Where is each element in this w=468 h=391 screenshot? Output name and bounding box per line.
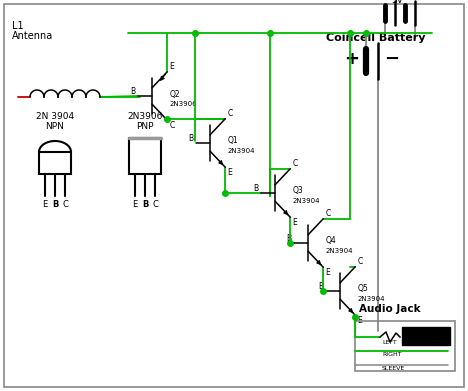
Text: C: C: [62, 200, 68, 209]
Text: 2N3904: 2N3904: [357, 296, 385, 302]
Text: NPN: NPN: [45, 122, 65, 131]
Text: E: E: [169, 62, 174, 71]
Text: B: B: [131, 87, 136, 96]
Text: 3V: 3V: [391, 0, 403, 5]
Text: C: C: [227, 109, 233, 118]
Text: −: −: [384, 50, 400, 68]
Text: Q2: Q2: [169, 90, 180, 99]
Text: E: E: [227, 168, 232, 177]
Text: E: E: [43, 200, 48, 209]
Text: L1: L1: [12, 21, 23, 31]
Text: E: E: [132, 200, 138, 209]
Text: B: B: [189, 134, 194, 143]
Text: Coincell Battery: Coincell Battery: [326, 33, 425, 43]
Text: RIGHT: RIGHT: [382, 352, 402, 357]
Text: C: C: [169, 121, 175, 130]
Text: C: C: [325, 209, 330, 218]
Text: 2N3904: 2N3904: [292, 198, 320, 204]
Text: B: B: [286, 234, 292, 243]
Text: SLEEVE: SLEEVE: [382, 366, 405, 371]
Text: E: E: [325, 268, 330, 277]
Text: E: E: [292, 218, 297, 227]
Text: +: +: [344, 50, 359, 68]
Text: B: B: [142, 200, 148, 209]
Bar: [402, 327, 450, 345]
Text: B: B: [254, 184, 259, 193]
Text: LEFT: LEFT: [382, 340, 397, 345]
Text: B: B: [52, 200, 58, 209]
Bar: [355, 321, 455, 371]
Text: 2N3904: 2N3904: [227, 148, 255, 154]
Text: Q1: Q1: [227, 136, 238, 145]
Text: C: C: [357, 257, 363, 266]
Text: C: C: [292, 159, 298, 168]
Text: PNP: PNP: [136, 122, 154, 131]
Text: 2N 3904: 2N 3904: [36, 112, 74, 121]
Text: 2N3904: 2N3904: [325, 248, 353, 254]
Text: Q3: Q3: [292, 187, 303, 196]
Text: 2N3906: 2N3906: [169, 101, 197, 107]
Bar: [39, 152, 71, 174]
Text: 2N3906: 2N3906: [127, 112, 163, 121]
Text: Antenna: Antenna: [12, 31, 53, 41]
Text: Q4: Q4: [325, 237, 336, 246]
Bar: [129, 138, 161, 174]
Text: Q5: Q5: [357, 285, 368, 294]
Text: Audio Jack: Audio Jack: [359, 304, 421, 314]
Text: B: B: [319, 282, 323, 291]
Text: C: C: [152, 200, 158, 209]
Text: E: E: [357, 316, 362, 325]
